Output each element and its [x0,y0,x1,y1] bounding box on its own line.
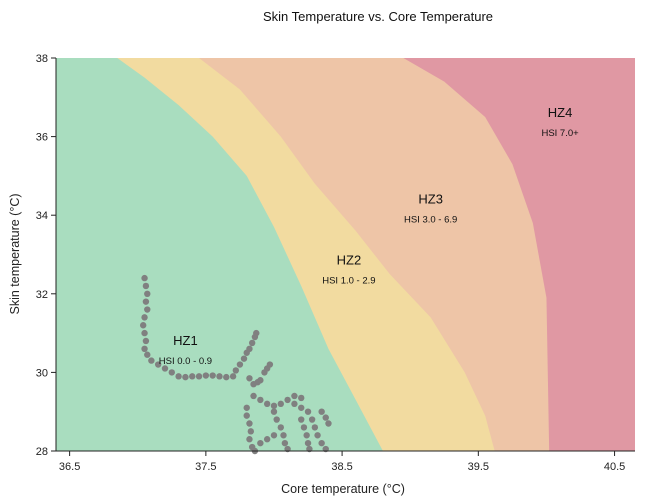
data-point [270,402,278,410]
data-point [257,377,264,384]
data-point [142,298,150,305]
data-point [257,439,264,447]
data-point [318,439,325,447]
data-point [308,416,316,423]
x-tick-label: 36.5 [59,461,80,473]
data-point [236,361,244,368]
x-tick-label: 37.5 [195,461,216,473]
chart-title: Skin Temperature vs. Core Temperature [263,9,493,24]
data-point [280,432,287,439]
x-tick-label: 40.5 [604,461,625,473]
axes-layer: 36.5 37.5 38.5 39.5 40.5 28 30 32 34 36 38 [36,53,635,473]
data-point [154,361,162,368]
zone-hz3-range: HSI 3.0 - 6.9 [404,214,457,225]
data-point [175,373,182,380]
data-point [304,408,312,415]
x-axis-label: Core temperature (°C) [281,482,405,496]
y-tick-label: 30 [36,367,48,379]
data-point [141,314,148,321]
data-point [250,392,257,400]
x-tick-label: 38.5 [331,461,352,473]
data-point [202,372,210,379]
data-point [243,412,250,419]
data-point [300,424,308,431]
data-point [216,373,223,380]
zone-hz1-range: HSI 0.0 - 0.9 [159,356,212,367]
zone-hz4-label: HZ4 [548,105,573,120]
data-point [277,400,284,408]
zone-hz2-range: HSI 1.0 - 2.9 [322,275,375,286]
data-point [246,436,253,443]
data-point [142,337,150,345]
data-point [144,351,151,358]
data-point [298,404,305,411]
data-point [257,396,264,404]
data-point [303,432,310,439]
data-point [161,365,169,372]
data-point [148,357,155,364]
zone-hz4-range: HSI 7.0+ [541,128,579,139]
zone-hz3-label: HZ3 [418,191,443,206]
data-point [325,420,332,427]
y-axis-label: Skin temperature (°C) [8,193,22,314]
data-point [246,420,253,427]
data-point [142,282,150,290]
y-tick-label: 38 [36,53,48,65]
data-point [248,339,256,347]
data-point [291,392,298,400]
data-point [243,404,250,411]
x-tick-label: 39.5 [468,461,489,473]
zone-hz1-area [56,58,383,451]
data-point [270,432,278,439]
data-point [284,396,291,404]
data-point [270,408,278,415]
data-point [189,373,196,380]
data-point [141,345,148,353]
data-point [318,408,325,415]
data-point [298,416,305,423]
data-point [322,414,329,421]
data-point [141,274,148,282]
data-point [195,373,203,380]
zone-hz1-label: HZ1 [173,333,198,348]
data-point [144,306,151,313]
y-tick-label: 28 [36,446,48,458]
data-point [263,436,271,443]
data-point [298,394,305,402]
data-point [277,424,284,431]
data-point [246,375,253,382]
zone-hz2-label: HZ2 [337,252,362,267]
data-point [232,367,240,374]
zones-layer [56,58,635,451]
data-point [141,329,148,337]
data-point [168,369,175,376]
data-point [182,373,189,381]
data-point [240,355,248,362]
data-point [247,428,255,435]
data-point [209,372,216,379]
data-point [246,345,253,353]
y-tick-label: 32 [36,289,48,301]
data-point [281,439,289,447]
data-point [223,373,230,381]
data-point [229,373,237,380]
data-point [314,432,321,439]
data-point [263,400,271,408]
data-point [266,361,274,368]
data-point [273,416,280,423]
data-point [291,400,298,408]
points-layer [139,274,332,455]
y-tick-label: 34 [36,210,48,222]
data-point [139,322,147,329]
data-point [311,424,319,431]
data-point [304,439,312,447]
data-point [253,329,260,337]
data-point [144,290,151,297]
y-tick-label: 36 [36,132,48,144]
zone-labels-layer: HZ1 HSI 0.0 - 0.9 HZ2 HSI 1.0 - 2.9 HZ3 HSI 3… [159,105,579,367]
